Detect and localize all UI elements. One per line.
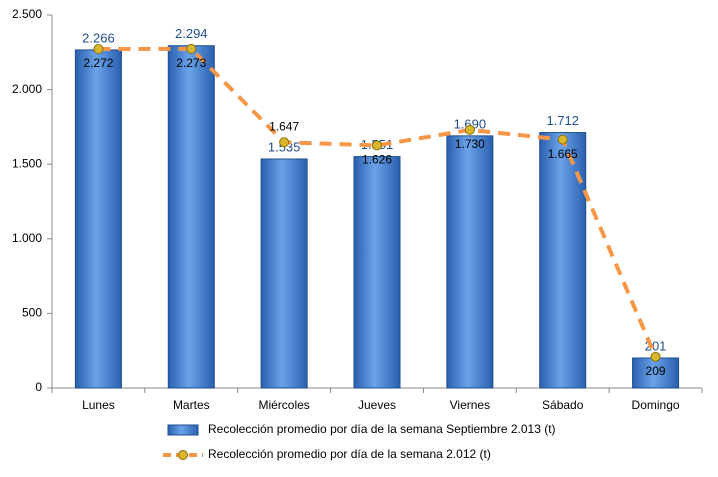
line-value-label: 1.626 (362, 153, 392, 167)
x-tick-label: Viernes (450, 398, 490, 412)
bar-value-label: 1.712 (546, 113, 579, 128)
line-marker (279, 137, 290, 148)
bar-value-label: 1.690 (454, 116, 487, 131)
line-marker (186, 43, 197, 54)
line-marker (372, 140, 382, 151)
x-tick-label: Miércoles (258, 398, 309, 412)
legend-swatch (167, 424, 199, 436)
line-marker (93, 44, 104, 55)
y-tick-label: 2.000 (12, 82, 42, 96)
bar-value-label: 2.294 (175, 26, 208, 41)
line-marker (557, 134, 568, 145)
x-tick-label: Domingo (632, 398, 680, 412)
x-tick-label: Jueves (358, 398, 396, 412)
line-value-label: 2.272 (83, 56, 113, 70)
line-marker (464, 124, 475, 135)
bar (74, 49, 122, 389)
bar (167, 45, 215, 389)
legend-label: Recolección promedio por día de la seman… (208, 447, 491, 461)
line-value-label: 1.647 (269, 119, 299, 133)
y-tick-label: 500 (22, 306, 42, 320)
line-value-label: 1.665 (548, 147, 578, 161)
line-value-label: 2.273 (176, 56, 206, 70)
x-tick-label: Sábado (542, 398, 584, 412)
bar (539, 132, 587, 389)
legend-marker (178, 450, 188, 460)
y-tick-label: 1.500 (12, 156, 42, 170)
x-tick-label: Martes (173, 398, 210, 412)
y-tick-label: 1.000 (12, 231, 42, 245)
y-tick-label: 2.500 (12, 7, 42, 21)
line-value-label: 1.730 (455, 137, 485, 151)
bar (353, 156, 401, 389)
bar (260, 158, 308, 389)
bar-value-label: 2.266 (82, 30, 115, 45)
line-marker (650, 351, 661, 362)
y-tick-label: 0 (35, 380, 42, 394)
bar (446, 135, 494, 389)
x-tick-label: Lunes (82, 398, 115, 412)
legend-label: Recolección promedio por día de la seman… (208, 422, 556, 436)
line-value-label: 209 (646, 364, 666, 378)
